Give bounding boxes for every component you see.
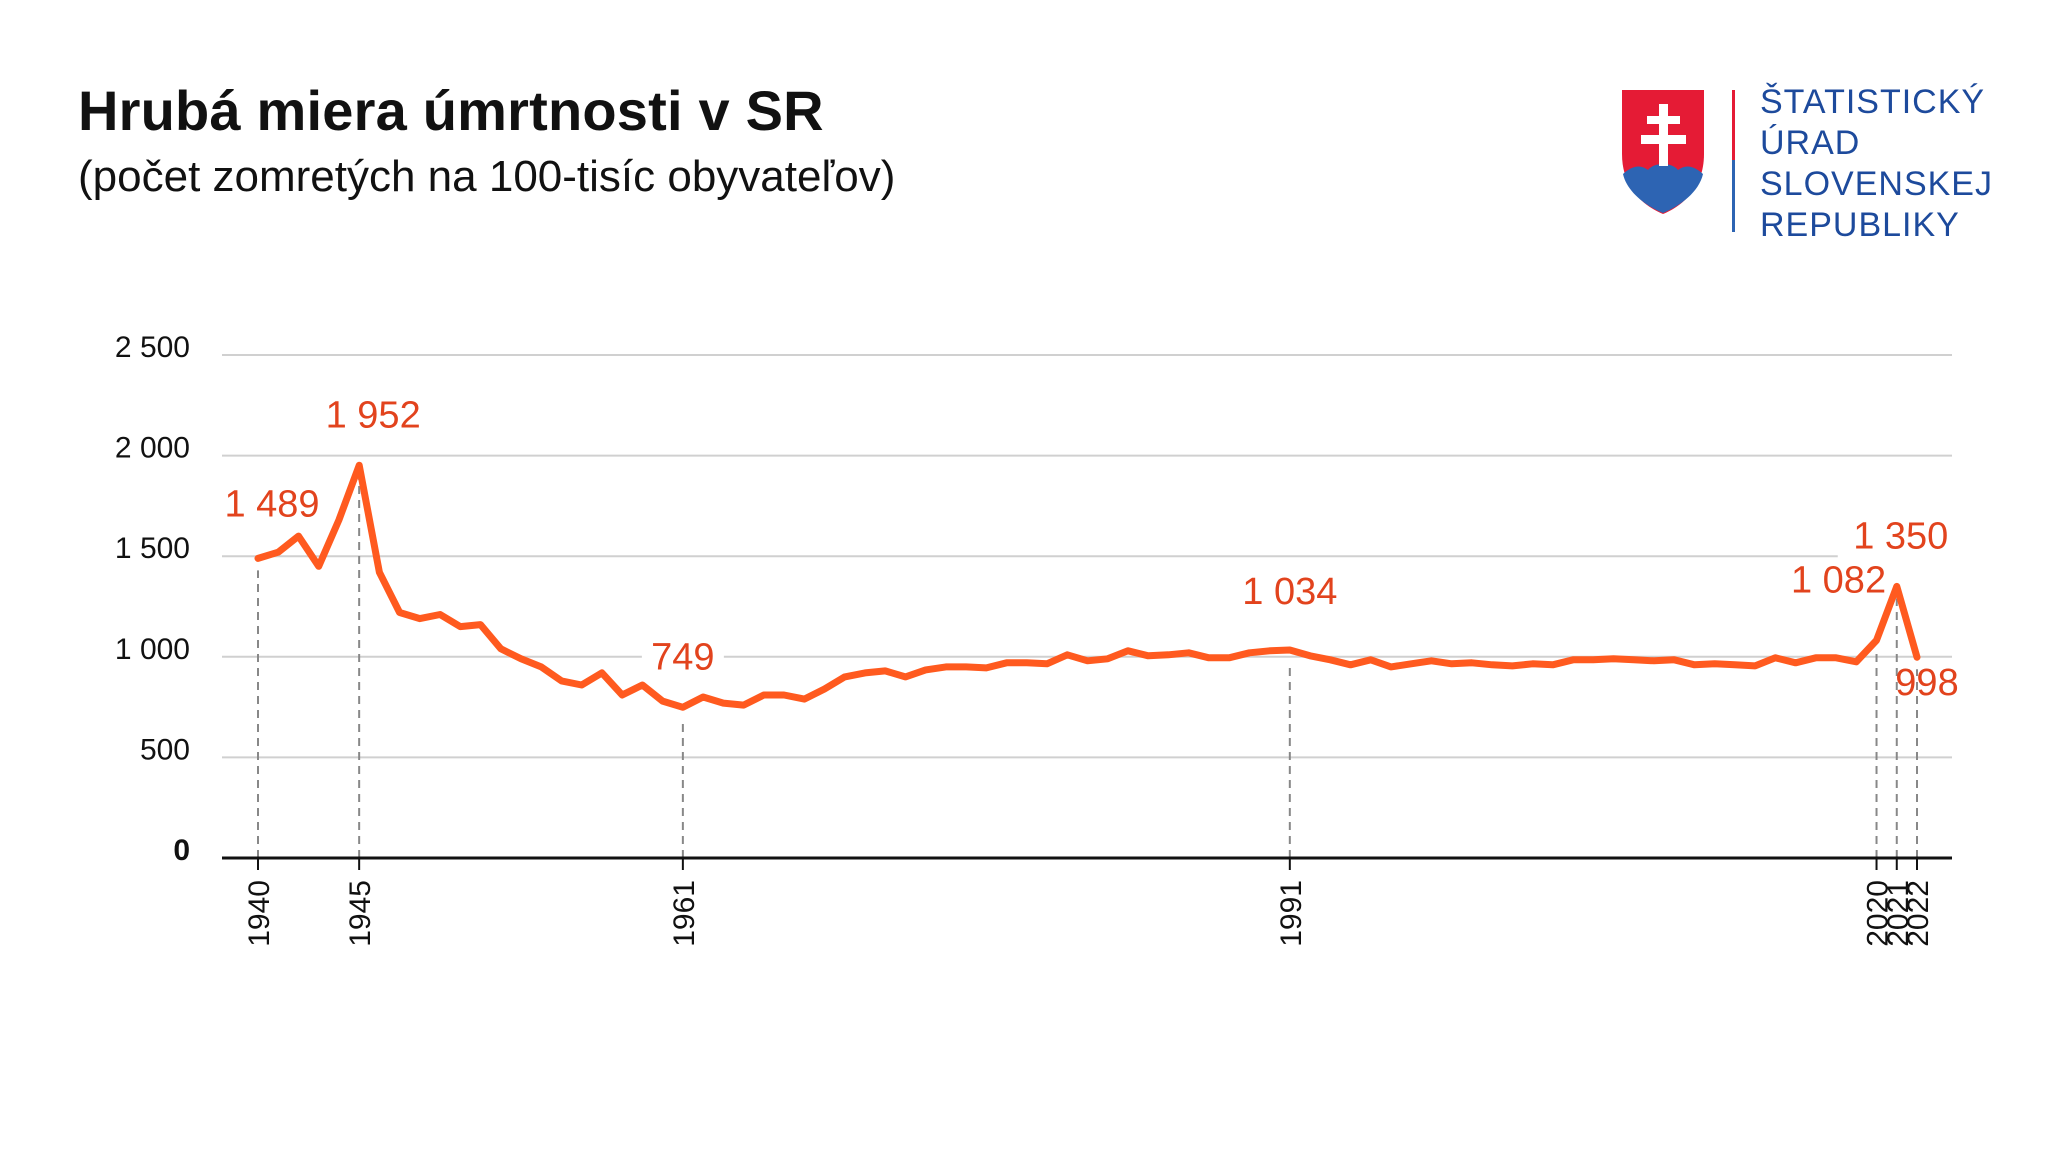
chart-subtitle: (počet zomretých na 100-tisíc obyvateľov…	[78, 152, 896, 201]
data-label: 749	[651, 636, 714, 678]
data-label-backdrop	[1837, 514, 1964, 559]
data-label: 1 350	[1853, 515, 1948, 557]
logo-line: REPUBLIKY	[1760, 206, 1960, 244]
series-line	[254, 461, 1921, 711]
data-label: 1 489	[224, 483, 319, 525]
x-tick-label: 1940	[243, 880, 276, 947]
x-tick-label: 2022	[1902, 880, 1935, 947]
y-tick-label: 1 000	[115, 633, 190, 666]
logo-line: ŠTATISTICKÝ	[1760, 83, 1986, 121]
y-tick-label: 2 500	[115, 331, 190, 364]
x-tick-label: 1961	[668, 880, 701, 947]
data-label-backdrop	[641, 635, 724, 680]
logo-line: ÚRAD	[1760, 124, 1861, 162]
data-label: 1 034	[1242, 571, 1337, 613]
slovak-coat-of-arms-icon	[1622, 90, 1735, 232]
y-tick-label: 1 500	[115, 532, 190, 565]
logo-line: SLOVENSKEJ	[1760, 165, 1993, 203]
data-label-backdrop	[1226, 569, 1353, 614]
guide-lines	[257, 477, 1918, 858]
axes: 0 500 1 000 1 500 2 000 2 500 1940 1945 1961 1991…	[115, 331, 1952, 947]
y-tick-label: 2 000	[115, 432, 190, 465]
data-label: 998	[1895, 662, 1958, 704]
y-tick-label: 500	[140, 733, 190, 766]
y-tick-label: 0	[173, 834, 190, 867]
statistical-office-logo: ŠTATISTICKÝ ÚRAD SLOVENSKEJ REPUBLIKY	[1620, 82, 2020, 252]
series	[254, 461, 1921, 711]
x-tick-label: 2020	[1862, 880, 1895, 947]
chart-title: Hrubá miera úmrtnosti v SR	[78, 79, 824, 142]
data-label: 1 952	[326, 394, 421, 436]
logo-text: ŠTATISTICKÝ ÚRAD SLOVENSKEJ REPUBLIKY	[1760, 82, 1993, 246]
x-tick-label: 2021	[1882, 880, 1915, 947]
gridlines	[222, 354, 1952, 759]
x-tick-label: 1991	[1275, 880, 1308, 947]
data-label: 1 082	[1791, 559, 1886, 601]
x-tick-label: 1945	[344, 880, 377, 947]
